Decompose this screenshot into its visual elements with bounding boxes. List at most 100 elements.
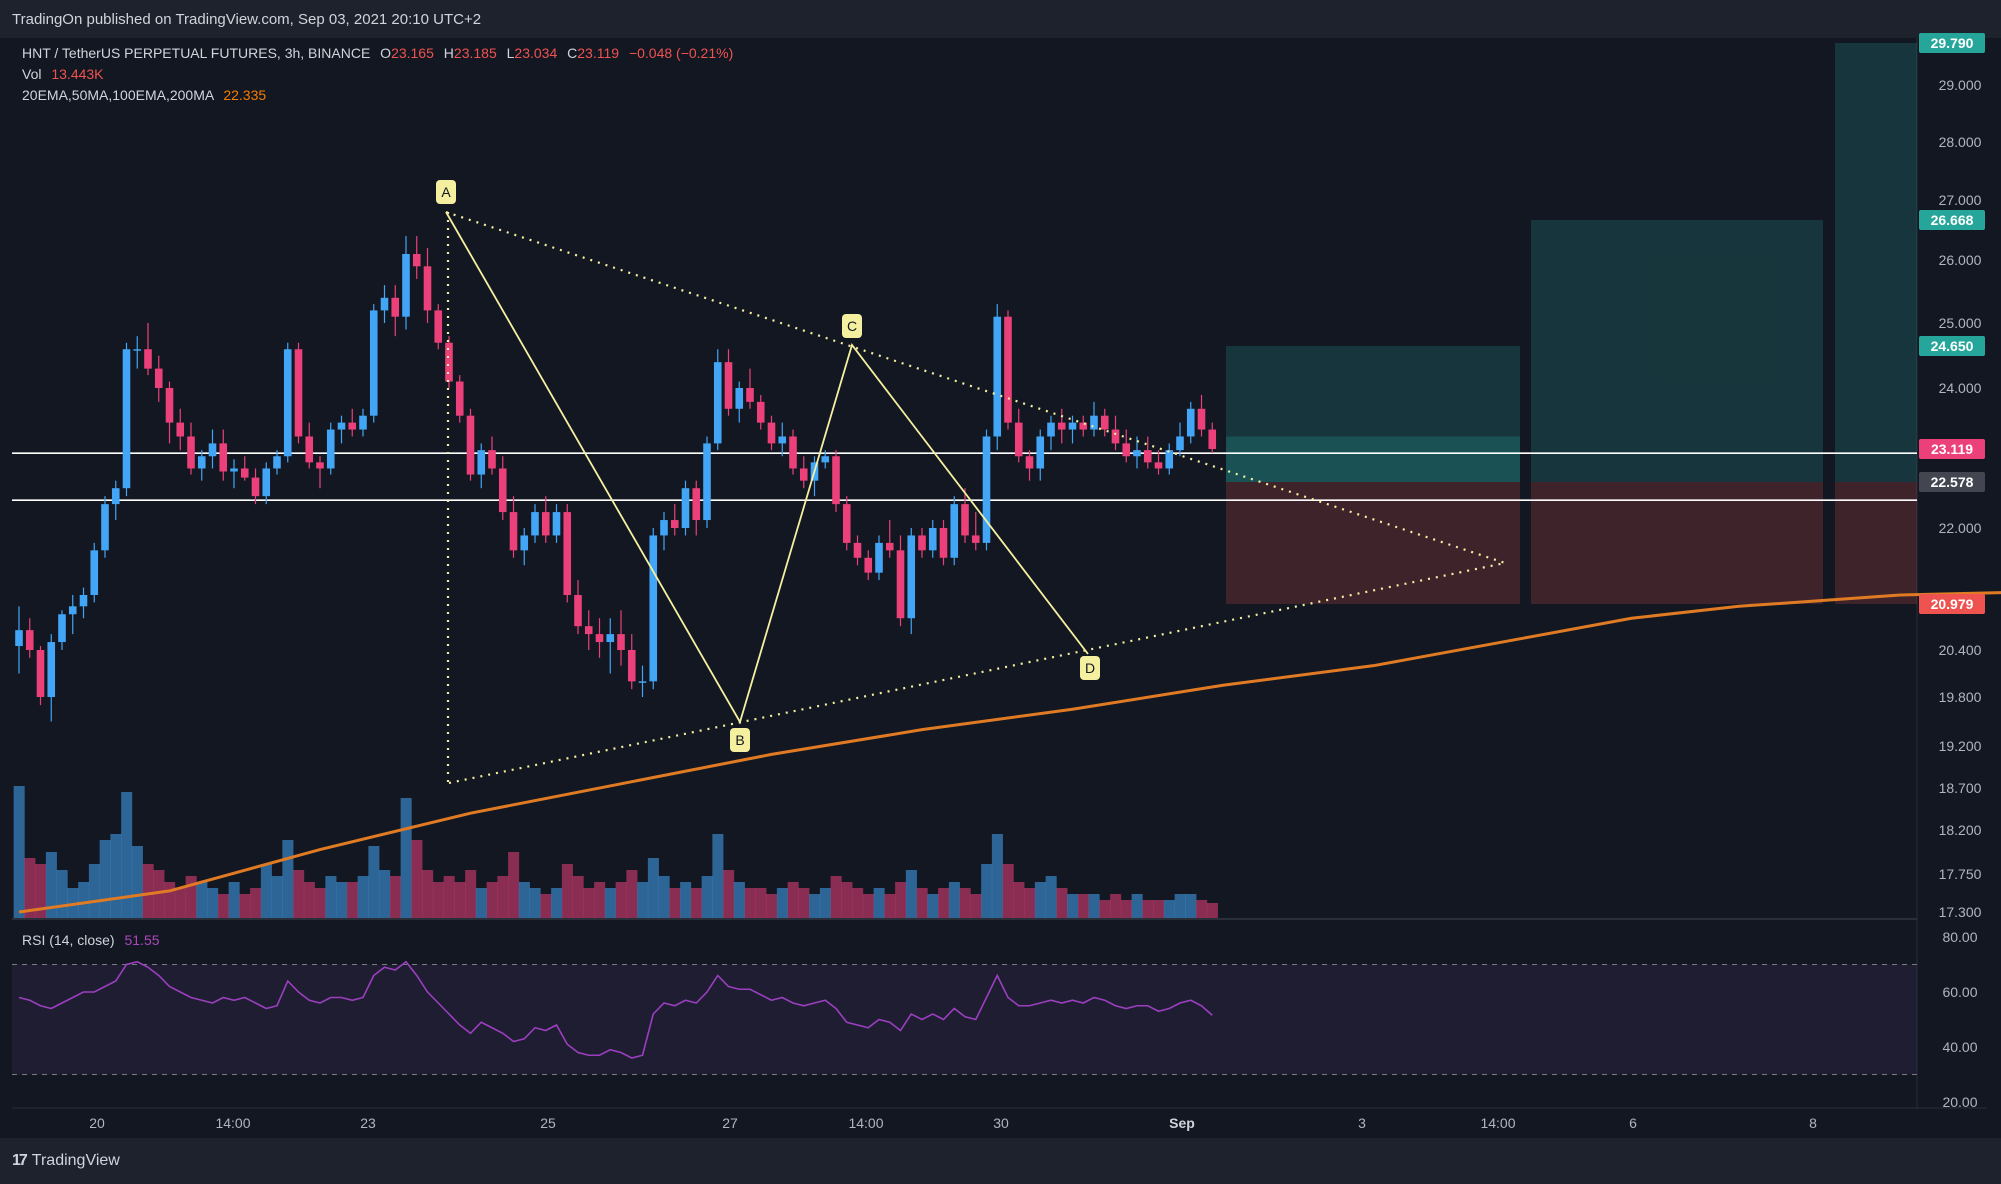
candle-body: [402, 254, 410, 317]
volume-bar: [819, 888, 831, 918]
candle-body: [627, 650, 636, 682]
volume-bar: [637, 882, 649, 918]
candle-body: [552, 512, 561, 536]
candle-body: [1004, 316, 1012, 423]
candle-body: [885, 542, 894, 551]
volume-bar: [540, 894, 552, 918]
time-tick-label: 30: [993, 1115, 1009, 1131]
time-tick-label: 14:00: [1480, 1115, 1515, 1131]
profit-zone: [1835, 43, 1917, 482]
candle-body: [896, 550, 905, 619]
candle-body: [111, 488, 120, 505]
chart-canvas[interactable]: A B C D 29.000 28.000 27.000 26.000 25.000 24.000…: [0, 0, 2001, 1138]
volume-bar: [744, 888, 756, 918]
volume-bar: [884, 894, 896, 918]
candle-body: [1165, 450, 1174, 469]
price-tick-label: 25.000: [1939, 315, 1982, 331]
candle-body: [208, 443, 217, 457]
volume-bar: [830, 876, 842, 918]
candle-body: [58, 614, 66, 643]
low-label: L: [506, 45, 515, 61]
volume-bar: [647, 858, 659, 918]
time-tick-label: 27: [722, 1115, 738, 1131]
stop-zone: [1531, 482, 1823, 604]
volume-bar: [486, 882, 498, 918]
candle-body: [219, 443, 228, 472]
candle-body: [144, 349, 152, 369]
candle-body: [1111, 429, 1120, 444]
price-label-badge: [1919, 210, 1985, 230]
pattern-point-badge: [730, 728, 750, 752]
rsi-band: [12, 964, 1917, 1075]
volume-bar: [185, 876, 197, 918]
volume-bar: [78, 882, 90, 918]
volume-bar: [1034, 882, 1046, 918]
price-tick-label: 17.300: [1939, 904, 1982, 920]
volume-bar: [497, 876, 509, 918]
volume-bar: [862, 894, 874, 918]
volume-bar: [733, 882, 745, 918]
candle-body: [326, 429, 335, 469]
candle-body: [789, 436, 797, 469]
pattern-point-label: A: [441, 184, 451, 200]
volume-bar: [121, 792, 133, 918]
volume-bar: [411, 840, 423, 918]
volume-bar: [110, 834, 122, 918]
volume-bar: [1067, 894, 1079, 918]
publish-text: TradingOn published on TradingView.com, …: [12, 11, 482, 28]
volume-bar: [368, 846, 380, 918]
volume-legend: Vol 13.443K: [22, 66, 104, 82]
candle-body: [713, 362, 722, 444]
volume-bar: [1024, 888, 1036, 918]
candle-body: [875, 542, 883, 573]
volume-bar: [153, 870, 165, 918]
rsi-value: 51.55: [124, 932, 160, 948]
pattern-point-label: B: [735, 732, 744, 748]
volume-bar: [56, 870, 68, 918]
volume-bar: [948, 882, 960, 918]
rsi-line: [18, 960, 1213, 1059]
candle-body: [1057, 422, 1066, 430]
candle-body: [348, 422, 357, 430]
time-tick-label: 25: [540, 1115, 556, 1131]
volume-bar: [1174, 894, 1186, 918]
volume-bar: [723, 870, 735, 918]
candle-body: [488, 450, 496, 469]
candle-body: [316, 462, 324, 469]
volume-bar: [35, 864, 47, 918]
volume-bar: [690, 888, 702, 918]
candle-body: [391, 297, 400, 317]
high-value: 23.185: [453, 45, 497, 61]
candle-body: [466, 415, 475, 475]
candle-body: [1122, 443, 1131, 457]
candle-body: [122, 349, 131, 489]
price-label-text: 22.578: [1931, 474, 1974, 490]
tradingview-logo[interactable]: 17 TradingView: [12, 1152, 120, 1170]
candle-body: [133, 349, 142, 351]
candle-body: [982, 436, 991, 543]
candle-body: [574, 594, 582, 627]
price-label-text: 20.979: [1931, 596, 1974, 612]
candle-body: [25, 630, 34, 650]
candle-body: [1143, 450, 1152, 463]
volume-bar: [1099, 900, 1111, 918]
volume-bar: [217, 894, 229, 918]
volume-bar: [981, 864, 993, 918]
volume-bar: [991, 834, 1003, 918]
candle-body: [1133, 450, 1141, 457]
candle-body: [724, 362, 733, 409]
candle-body: [477, 450, 486, 475]
volume-bar: [99, 840, 111, 918]
volume-bar: [422, 870, 434, 918]
candle-body: [176, 422, 185, 437]
candle-body: [1154, 462, 1163, 469]
stop-zone: [1226, 482, 1520, 604]
pattern-point-label: D: [1085, 660, 1095, 676]
candle-body: [832, 456, 840, 505]
ma-legend: 20EMA,50MA,100EMA,200MA 22.335: [22, 87, 266, 103]
volume-bar: [583, 888, 595, 918]
change-value: −0.048 (−0.21%): [628, 45, 734, 61]
candle-body: [799, 468, 808, 481]
time-tick-label: 14:00: [215, 1115, 250, 1131]
current-profit-zone: [1226, 436, 1520, 482]
